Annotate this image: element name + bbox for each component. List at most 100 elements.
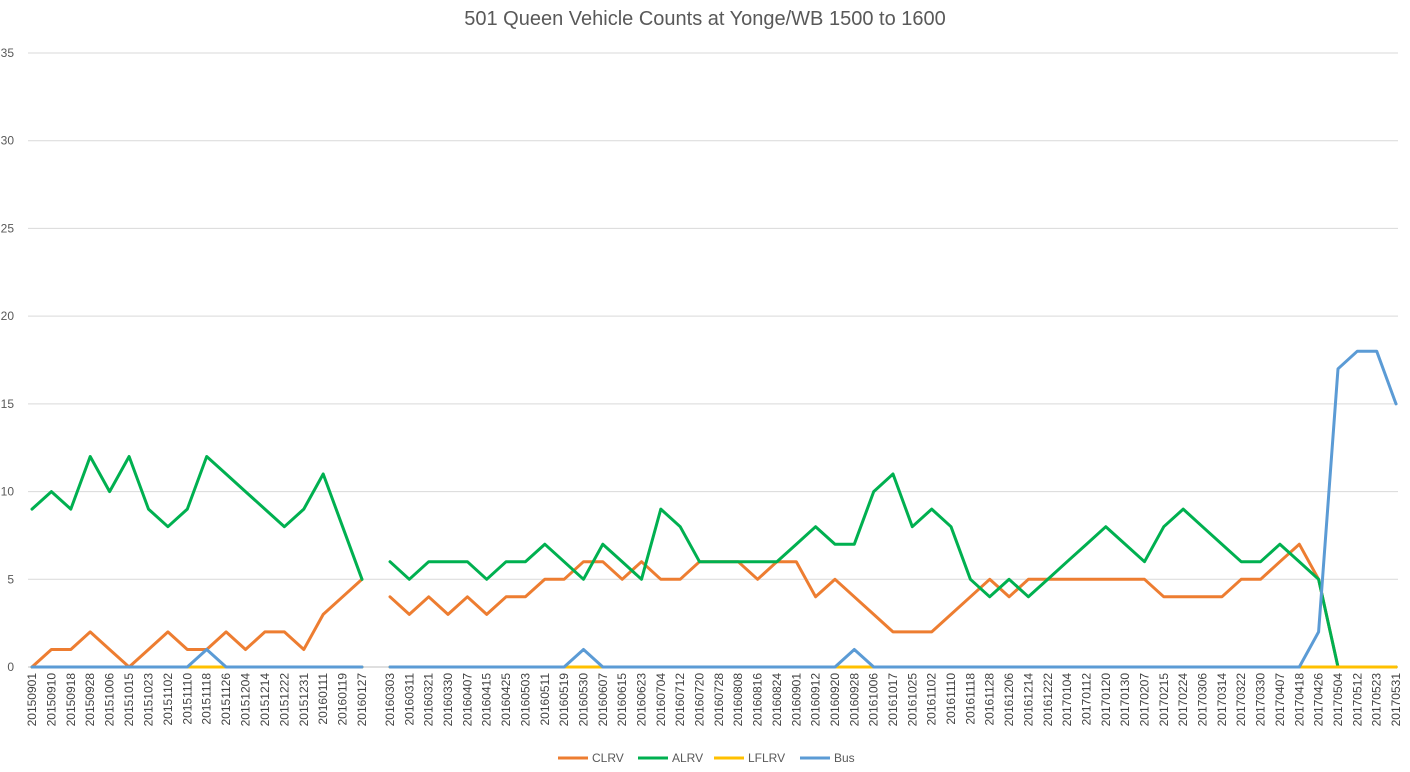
x-tick-label: 20150901 <box>25 673 39 727</box>
x-tick-label: 20160330 <box>441 673 455 727</box>
series-line-clrv <box>388 542 1398 669</box>
x-tick-label: 20170130 <box>1118 673 1132 727</box>
y-tick-label: 0 <box>7 660 14 674</box>
x-tick-label: 20170523 <box>1370 673 1384 727</box>
series-lines <box>30 349 1398 669</box>
x-tick-label: 20160407 <box>460 673 474 727</box>
x-tick-label: 20160311 <box>402 673 416 726</box>
x-tick-label: 20160503 <box>518 673 532 727</box>
x-tick-label: 20151118 <box>200 673 214 725</box>
x-tick-label: 20161128 <box>983 673 997 726</box>
x-tick-label: 20160511 <box>538 673 552 726</box>
x-tick-label: 20160816 <box>751 673 765 727</box>
x-tick-label: 20160530 <box>577 673 591 727</box>
series-line-bus <box>388 349 1398 669</box>
x-tick-label: 20170112 <box>1080 673 1094 726</box>
x-tick-label: 20151015 <box>122 673 136 727</box>
x-tick-label: 20160712 <box>673 673 687 727</box>
x-tick-label: 20161006 <box>867 673 881 727</box>
x-tick-label: 20170426 <box>1312 673 1326 727</box>
y-axis: 0 5 10 15 20 25 30 35 <box>1 46 15 674</box>
x-tick-label: 20161102 <box>925 673 939 726</box>
x-tick-label: 20160127 <box>355 673 369 727</box>
x-tick-label: 20161025 <box>905 673 919 727</box>
x-tick-label: 20151110 <box>180 673 194 725</box>
x-tick-label: 20161222 <box>1041 673 1055 727</box>
x-tick-label: 20160415 <box>480 673 494 727</box>
x-tick-label: 20160808 <box>731 673 745 727</box>
x-tick-label: 20170104 <box>1060 673 1074 727</box>
x-tick-label: 20151006 <box>103 673 117 727</box>
x-tick-label: 20160720 <box>693 673 707 727</box>
x-tick-label: 20170215 <box>1157 673 1171 727</box>
x-tick-label: 20161214 <box>1021 673 1035 727</box>
x-tick-label: 20151204 <box>239 673 253 727</box>
legend-label: Bus <box>834 751 855 765</box>
x-tick-label: 20170306 <box>1196 673 1210 727</box>
y-tick-label: 10 <box>1 485 15 499</box>
legend-label: CLRV <box>592 751 624 765</box>
x-tick-label: 20161206 <box>1002 673 1016 727</box>
series-line-clrv <box>30 577 364 669</box>
x-tick-label: 20160928 <box>847 673 861 727</box>
legend-item-lflrv: LFLRV <box>714 751 785 765</box>
chart-title: 501 Queen Vehicle Counts at Yonge/WB 150… <box>464 8 946 30</box>
x-tick-label: 20161017 <box>886 673 900 727</box>
x-tick-label: 20160912 <box>809 673 823 727</box>
x-tick-label: 20150928 <box>83 673 97 727</box>
x-tick-label: 20150918 <box>64 673 78 727</box>
x-tick-label: 20161118 <box>963 673 977 725</box>
x-tick-label: 20160623 <box>635 673 649 727</box>
x-tick-label: 20151126 <box>219 673 233 726</box>
gridlines <box>28 52 1398 668</box>
y-tick-label: 20 <box>1 309 15 323</box>
series-line-alrv <box>30 455 364 581</box>
x-tick-label: 20160920 <box>828 673 842 727</box>
y-tick-label: 35 <box>1 46 15 60</box>
legend-item-clrv: CLRV <box>558 751 624 765</box>
x-tick-label: 20160615 <box>615 673 629 727</box>
x-tick-label: 20170504 <box>1331 673 1345 727</box>
x-axis: 20150901 20150910 20150918 20150928 20151006… <box>25 673 1403 727</box>
x-tick-label: 20151222 <box>277 673 291 727</box>
x-tick-label: 20160303 <box>383 673 397 727</box>
x-tick-label: 20150910 <box>44 673 58 727</box>
x-tick-label: 20160607 <box>596 673 610 727</box>
x-tick-label: 20170314 <box>1215 673 1229 727</box>
x-tick-label: 20160519 <box>557 673 571 727</box>
x-tick-label: 20170207 <box>1138 673 1152 727</box>
x-tick-label: 20170120 <box>1099 673 1113 727</box>
x-tick-label: 20151102 <box>161 673 175 726</box>
x-tick-label: 20160111 <box>316 673 330 725</box>
x-tick-label: 20160321 <box>422 673 436 727</box>
x-tick-label: 20160425 <box>499 673 513 727</box>
y-tick-label: 15 <box>1 397 15 411</box>
legend-label: LFLRV <box>748 751 785 765</box>
x-tick-label: 20170418 <box>1292 673 1306 727</box>
x-tick-label: 20170224 <box>1176 673 1190 727</box>
x-tick-label: 20170407 <box>1273 673 1287 727</box>
legend-item-bus: Bus <box>800 751 855 765</box>
x-tick-label: 20160704 <box>654 673 668 727</box>
x-tick-label: 20160901 <box>789 673 803 727</box>
x-tick-label: 20160728 <box>712 673 726 727</box>
x-tick-label: 20170531 <box>1389 673 1403 727</box>
y-tick-label: 25 <box>1 221 15 235</box>
y-tick-label: 5 <box>7 572 14 586</box>
x-tick-label: 20151231 <box>297 673 311 727</box>
series-line-bus <box>30 648 364 669</box>
legend-label: ALRV <box>672 751 703 765</box>
x-tick-label: 20160824 <box>770 673 784 727</box>
x-tick-label: 20160119 <box>336 673 350 726</box>
x-tick-label: 20170322 <box>1234 673 1248 727</box>
y-tick-label: 30 <box>1 134 15 148</box>
legend: CLRV ALRV LFLRV Bus <box>558 751 855 765</box>
x-tick-label: 20151023 <box>142 673 156 727</box>
series-line-alrv <box>388 472 1398 669</box>
legend-item-alrv: ALRV <box>638 751 703 765</box>
x-tick-label: 20170512 <box>1350 673 1364 727</box>
x-tick-label: 20151214 <box>258 673 272 727</box>
x-tick-label: 20161110 <box>944 673 958 725</box>
x-tick-label: 20170330 <box>1254 673 1268 727</box>
